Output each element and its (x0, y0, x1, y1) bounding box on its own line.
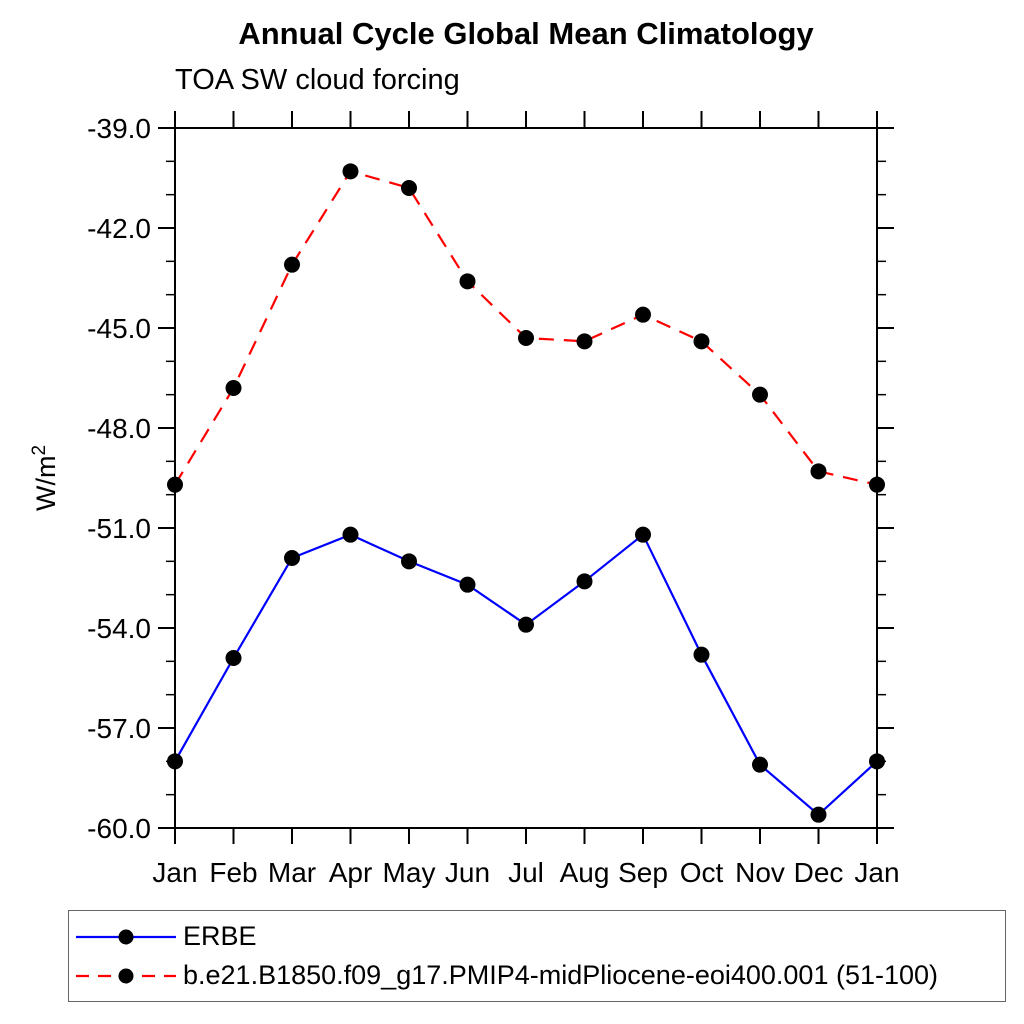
data-point-marker (342, 163, 359, 180)
x-tick-label: Dec (794, 857, 844, 888)
data-point-marker (459, 576, 476, 593)
y-tick-label: -60.0 (87, 813, 151, 844)
data-point-marker (518, 616, 534, 633)
legend-marker-icon (118, 968, 134, 983)
y-tick-label: -45.0 (87, 313, 151, 344)
y-tick-label: -39.0 (87, 113, 151, 144)
x-tick-label: May (383, 857, 436, 888)
x-tick-label: Jul (508, 857, 544, 888)
data-point-marker (635, 306, 651, 323)
x-tick-label: Apr (329, 857, 373, 888)
chart-subtitle: TOA SW cloud forcing (175, 64, 460, 96)
x-tick-label: Sep (618, 857, 668, 888)
plot-frame (174, 127, 878, 829)
y-tick-label: -51.0 (87, 513, 151, 544)
data-point-marker (752, 386, 768, 403)
y-tick-label: -48.0 (87, 413, 151, 444)
data-point-marker (167, 753, 183, 770)
data-point-marker (459, 273, 476, 290)
x-tick-label: Aug (560, 857, 610, 888)
data-point-marker (518, 330, 534, 346)
data-point-marker (401, 553, 417, 570)
data-point-marker (635, 526, 651, 543)
data-point-marker (869, 476, 885, 493)
legend-line-sample-model (76, 968, 176, 983)
x-tick-label: Mar (268, 857, 316, 888)
series-line-model (174, 170, 878, 486)
y-tick-label: -54.0 (87, 613, 151, 644)
x-tick-label: Nov (735, 857, 785, 888)
legend-item-model: b.e21.B1850.f09_g17.PMIP4-midPliocene-eo… (73, 959, 1005, 993)
data-point-marker (284, 256, 300, 273)
data-point-marker (810, 463, 827, 480)
y-axis-unit-label: W/m2 (29, 445, 61, 511)
legend-label-model: b.e21.B1850.f09_g17.PMIP4-midPliocene-eo… (183, 960, 939, 990)
legend-line-sample-erbe (76, 929, 176, 944)
data-point-marker (693, 646, 710, 663)
data-point-marker (576, 573, 593, 590)
series-line-erbe (174, 532, 878, 817)
y-tick-label: -42.0 (87, 213, 151, 244)
data-point-marker (284, 550, 300, 566)
data-point-marker (342, 526, 359, 543)
legend-item-erbe: ERBE (73, 920, 1005, 954)
legend-box: ERBE b.e21.B1850.f09_g17.PMIP4-midPlioce… (68, 910, 1006, 1002)
data-point-marker (225, 650, 242, 666)
data-point-marker (752, 756, 768, 773)
data-point-marker (167, 476, 183, 493)
data-point-marker (225, 380, 242, 396)
legend-label-erbe: ERBE (183, 921, 257, 951)
x-tick-label: Jun (445, 857, 490, 888)
x-tick-label: Oct (680, 857, 724, 888)
data-point-marker (869, 753, 885, 770)
data-point-marker (576, 333, 593, 350)
x-tick-label: Jan (854, 857, 899, 888)
data-point-marker (810, 806, 827, 823)
data-point-marker (401, 180, 417, 196)
legend-marker-icon (118, 929, 134, 944)
chart-title: Annual Cycle Global Mean Climatology (238, 16, 814, 51)
x-tick-label: Feb (209, 857, 257, 888)
data-point-marker (693, 333, 710, 350)
x-tick-label: Jan (152, 857, 197, 888)
y-tick-label: -57.0 (87, 713, 151, 744)
